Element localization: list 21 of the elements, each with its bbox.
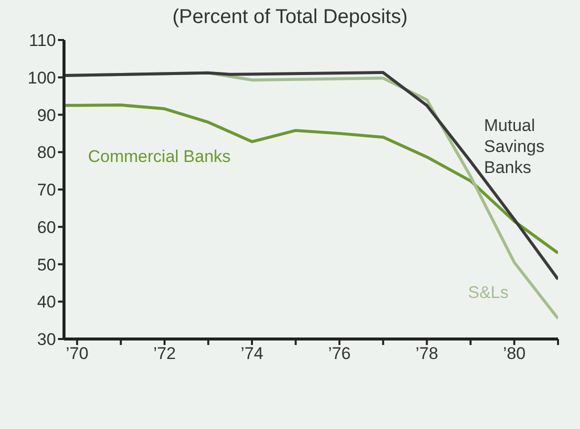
y-tick-label: 110: [28, 31, 56, 50]
y-tick-label: 30: [37, 330, 56, 350]
chart-title: (Percent of Total Deposits): [171, 6, 409, 29]
y-tick-label: 60: [37, 218, 56, 237]
y-tick-label: 100: [28, 68, 56, 88]
y-tick-label: 80: [37, 143, 56, 162]
series-label: Mutual Savings Banks: [484, 115, 546, 178]
y-tick-label: 40: [37, 292, 56, 312]
series-label: Commercial Banks: [88, 146, 232, 167]
line-series: [64, 71, 558, 281]
x-tick-label: ’74: [240, 344, 264, 364]
x-tick-label: ’76: [328, 344, 351, 364]
x-tick-label: ’72: [153, 344, 176, 364]
line-series: [64, 104, 558, 255]
y-tick-label: 70: [37, 180, 56, 200]
y-tick-label: 90: [37, 106, 56, 125]
series-label: S&Ls: [468, 282, 510, 303]
x-tick-label: ’70: [66, 344, 88, 364]
x-tick-label: ’78: [416, 344, 438, 364]
x-tick-label: ’80: [502, 344, 526, 364]
y-tick-label: 50: [37, 255, 56, 274]
